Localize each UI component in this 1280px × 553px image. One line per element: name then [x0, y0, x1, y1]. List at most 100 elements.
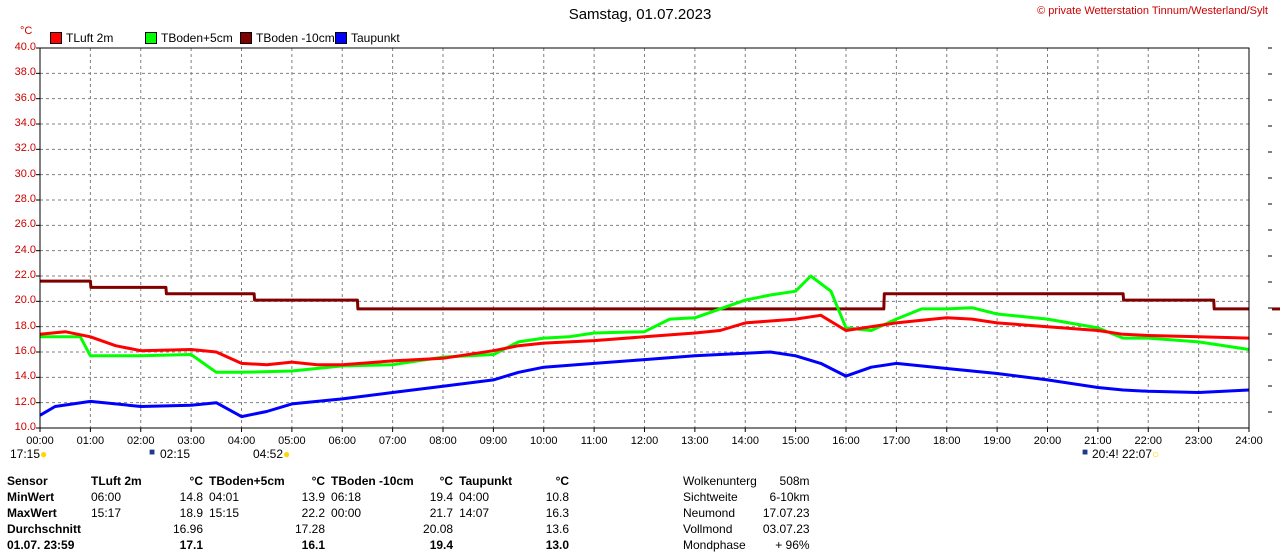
x-tick-label: 15:00 [776, 435, 816, 447]
y-tick-label: 38.0 [0, 66, 36, 78]
x-tick-label: 12:00 [625, 435, 665, 447]
stats-row: MaxWert 15:17 18.9 15:15 22.2 00:00 21.7… [4, 505, 572, 521]
stats-header: TBoden+5cm [206, 473, 292, 489]
astro-value: 508m [760, 473, 813, 489]
stats-cell [328, 537, 420, 553]
stats-cell: 16.96 [152, 521, 206, 537]
stats-cell: 14.8 [152, 489, 206, 505]
x-tick-label: 20:00 [1028, 435, 1068, 447]
astro-row: Sichtweite 6-10km [680, 489, 813, 505]
y-tick-label: 32.0 [0, 142, 36, 154]
stats-cell: 16.1 [292, 537, 328, 553]
legend-label: TLuft 2m [66, 31, 113, 45]
stats-cell [456, 521, 542, 537]
stats-cell: 13.6 [542, 521, 572, 537]
event-time: 17:15 [10, 447, 40, 461]
y-tick-label: 22.0 [0, 269, 36, 281]
stats-cell: 13.0 [542, 537, 572, 553]
y-tick-label: 14.0 [0, 370, 36, 382]
astro-label: Wolkenunterg [680, 473, 760, 489]
stats-header: TLuft 2m [88, 473, 152, 489]
moon-icon: ■ [1082, 447, 1088, 458]
stats-cell: 13.9 [292, 489, 328, 505]
legend-label: Taupunkt [351, 31, 400, 45]
y-tick-label: 20.0 [0, 294, 36, 306]
stats-header: °C [542, 473, 572, 489]
y-tick-label: 24.0 [0, 244, 36, 256]
stats-cell: 06:00 [88, 489, 152, 505]
stats-cell [328, 521, 420, 537]
stats-cell [88, 521, 152, 537]
y-tick-label: 34.0 [0, 117, 36, 129]
stats-row: Durchschnitt 16.96 17.28 20.08 13.6 [4, 521, 572, 537]
copyright-text: © private Wetterstation Tinnum/Westerlan… [1037, 5, 1268, 17]
stats-cell: 04:00 [456, 489, 542, 505]
astro-value: 03.07.23 [760, 521, 813, 537]
stats-header: Taupunkt [456, 473, 542, 489]
stats-row: MinWert 06:00 14.8 04:01 13.9 06:18 19.4… [4, 489, 572, 505]
astro-row: Wolkenunterg 508m [680, 473, 813, 489]
stats-label: MaxWert [4, 505, 88, 521]
x-tick-label: 08:00 [423, 435, 463, 447]
stats-cell [88, 537, 152, 553]
astro-label: Mondphase [680, 537, 760, 553]
x-tick-label: 06:00 [322, 435, 362, 447]
y-tick-label: 26.0 [0, 218, 36, 230]
x-tick-label: 05:00 [272, 435, 312, 447]
legend-swatch-taupunkt [335, 32, 347, 44]
astro-value: 6-10km [760, 489, 813, 505]
astro-label: Sichtweite [680, 489, 760, 505]
stats-cell: 04:01 [206, 489, 292, 505]
astro-label: Neumond [680, 505, 760, 521]
stats-cell: 15:17 [88, 505, 152, 521]
astro-table: Wolkenunterg 508m Sichtweite 6-10km Neumon… [680, 473, 813, 553]
astro-label: Vollmond [680, 521, 760, 537]
y-tick-label: 18.0 [0, 320, 36, 332]
y-tick-label: 40.0 [0, 41, 36, 53]
stats-cell: 21.7 [420, 505, 456, 521]
stats-cell: 16.3 [542, 505, 572, 521]
x-tick-label: 13:00 [675, 435, 715, 447]
x-tick-label: 14:00 [725, 435, 765, 447]
legend-swatch-tluft [50, 32, 62, 44]
event-time: 02:15 [160, 447, 190, 461]
stats-header: °C [292, 473, 328, 489]
legend-label: TBoden+5cm [161, 31, 233, 45]
astro-row: Neumond 17.07.23 [680, 505, 813, 521]
x-tick-label: 16:00 [826, 435, 866, 447]
stats-cell: 19.4 [420, 537, 456, 553]
x-tick-label: 01:00 [70, 435, 110, 447]
stats-cell: 10.8 [542, 489, 572, 505]
stats-cell: 06:18 [328, 489, 420, 505]
sun-icon: ○ [1152, 447, 1159, 461]
astro-row: Vollmond 03.07.23 [680, 521, 813, 537]
y-tick-label: 36.0 [0, 92, 36, 104]
x-tick-label: 17:00 [876, 435, 916, 447]
stats-cell: 19.4 [420, 489, 456, 505]
x-tick-label: 24:00 [1229, 435, 1269, 447]
stats-cell: 15:15 [206, 505, 292, 521]
sun-icon: ● [40, 447, 47, 461]
x-tick-label: 11:00 [574, 435, 614, 447]
y-unit-label: °C [20, 25, 32, 37]
moon-icon: ■ [149, 447, 155, 458]
stats-header: Sensor [4, 473, 88, 489]
legend-item: TLuft 2m [50, 31, 113, 45]
stats-label: Durchschnitt [4, 521, 88, 537]
x-tick-label: 19:00 [977, 435, 1017, 447]
legend-item: Taupunkt [335, 31, 400, 45]
stats-cell [206, 521, 292, 537]
stats-cell: 20.08 [420, 521, 456, 537]
y-tick-label: 16.0 [0, 345, 36, 357]
stats-label: 01.07. 23:59 [4, 537, 88, 553]
y-tick-label: 10.0 [0, 421, 36, 433]
event-time: 04:52 [253, 447, 283, 461]
event-time: 20:4! [1092, 447, 1119, 461]
legend-item: TBoden+5cm [145, 31, 233, 45]
x-tick-label: 04:00 [222, 435, 262, 447]
stats-header: °C [152, 473, 206, 489]
x-tick-label: 23:00 [1179, 435, 1219, 447]
stats-cell: 00:00 [328, 505, 420, 521]
stats-table: Sensor TLuft 2m °C TBoden+5cm °C TBoden … [4, 473, 572, 553]
